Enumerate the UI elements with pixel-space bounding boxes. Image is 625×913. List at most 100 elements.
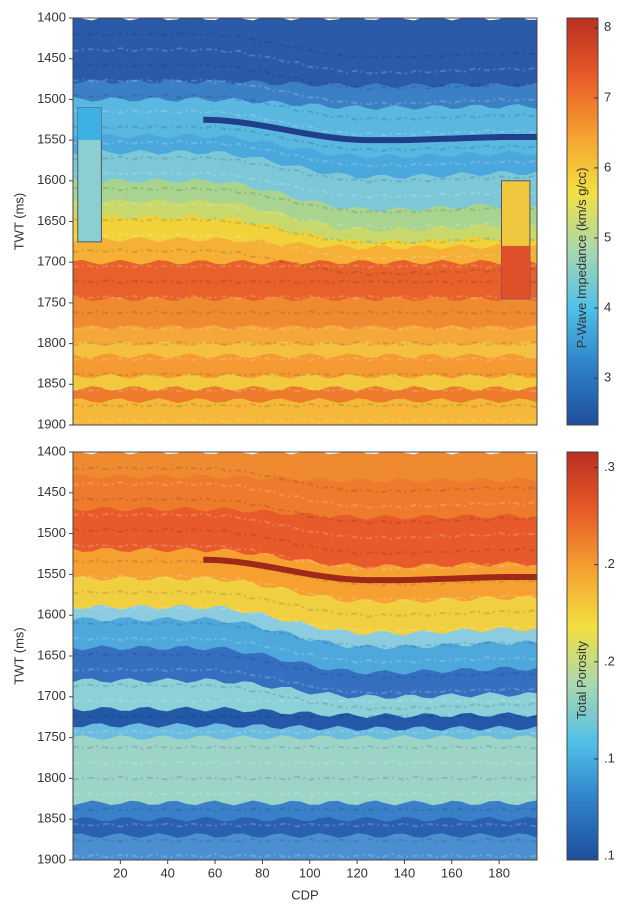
x-tick-label: 180 xyxy=(488,865,510,880)
texture xyxy=(73,589,537,618)
colorbar xyxy=(566,17,599,426)
y-tick-label: 1500 xyxy=(37,525,66,540)
texture xyxy=(73,605,537,634)
y-tick-label: 1650 xyxy=(37,213,66,228)
texture xyxy=(73,713,537,720)
texture xyxy=(73,294,537,300)
texture xyxy=(73,760,537,766)
texture xyxy=(73,62,537,91)
texture xyxy=(73,186,537,215)
texture xyxy=(73,263,537,269)
texture xyxy=(73,651,537,680)
y-tick-label: 1650 xyxy=(37,647,66,662)
y-tick-label: 1750 xyxy=(37,729,66,744)
texture xyxy=(73,402,537,409)
x-tick-label: 40 xyxy=(160,865,174,880)
texture xyxy=(73,636,537,664)
x-tick-label: 80 xyxy=(255,865,269,880)
texture xyxy=(73,340,537,347)
seismic-section xyxy=(73,18,537,425)
texture xyxy=(73,620,537,649)
y-tick-label: 1600 xyxy=(37,607,66,622)
texture xyxy=(73,512,537,541)
texture xyxy=(73,465,537,494)
texture xyxy=(73,387,537,393)
horizon xyxy=(203,116,537,144)
x-tick-label: 100 xyxy=(299,865,321,880)
texture xyxy=(73,31,537,60)
texture xyxy=(73,78,537,107)
texture xyxy=(73,124,537,153)
layer xyxy=(73,833,537,860)
seismic-section xyxy=(73,452,537,860)
texture xyxy=(73,139,537,168)
colorbar-label: Total Porosity xyxy=(574,640,589,719)
texture xyxy=(73,806,537,813)
colorbar-tick-label: 8 xyxy=(604,19,611,34)
texture xyxy=(73,371,537,378)
texture xyxy=(73,232,537,261)
texture xyxy=(73,791,537,797)
x-tick-label: 160 xyxy=(441,865,463,880)
texture xyxy=(73,481,537,510)
colorbar-tick-label: 7 xyxy=(604,89,611,104)
texture xyxy=(73,217,537,246)
y-tick-label: 1450 xyxy=(37,50,66,65)
texture xyxy=(73,822,537,828)
x-tick-label: 20 xyxy=(113,865,127,880)
colorbar-tick-label: 5 xyxy=(604,229,611,244)
well-log xyxy=(77,107,102,141)
well-log xyxy=(501,245,530,299)
texture xyxy=(73,170,537,199)
colorbar-tick-label: 3 xyxy=(604,370,611,385)
texture xyxy=(73,47,537,76)
texture xyxy=(73,155,537,184)
y-tick-label: 1850 xyxy=(37,376,66,391)
texture xyxy=(73,667,537,696)
y-tick-label: 1500 xyxy=(37,91,66,106)
texture xyxy=(73,682,537,711)
x-axis-label: CDP xyxy=(291,887,318,902)
y-tick-label: 1700 xyxy=(37,688,66,703)
colorbar-tick-label: 4 xyxy=(604,299,611,314)
texture xyxy=(73,574,537,603)
texture xyxy=(73,729,537,735)
colorbar-tick-label: .3 xyxy=(604,459,615,474)
horizon xyxy=(203,556,537,584)
y-tick-label: 1750 xyxy=(37,294,66,309)
y-tick-label: 1400 xyxy=(37,443,66,458)
colorbar-tick-label: 6 xyxy=(604,159,611,174)
colorbar-tick-label: .1 xyxy=(604,848,615,863)
texture xyxy=(73,325,537,331)
texture xyxy=(73,93,537,122)
colorbar xyxy=(566,451,599,861)
texture xyxy=(73,418,537,424)
texture xyxy=(73,248,537,277)
y-tick-label: 1900 xyxy=(37,416,66,431)
colorbar-tick-label: .2 xyxy=(604,653,615,668)
y-tick-label: 1450 xyxy=(37,484,66,499)
colorbar-label: P-Wave Impedance (km/s g/cc) xyxy=(574,168,589,349)
y-axis-label: TWT (ms) xyxy=(11,627,26,685)
texture xyxy=(73,775,537,781)
texture xyxy=(73,853,537,859)
texture xyxy=(73,201,537,230)
texture xyxy=(73,698,537,704)
colorbar-tick-label: .2 xyxy=(604,556,615,571)
texture xyxy=(73,356,537,362)
y-tick-label: 1400 xyxy=(37,9,66,24)
x-tick-label: 140 xyxy=(394,865,416,880)
y-tick-label: 1550 xyxy=(37,132,66,147)
texture xyxy=(73,496,537,525)
texture xyxy=(73,837,537,844)
layer xyxy=(73,398,537,425)
x-tick-label: 60 xyxy=(208,865,222,880)
y-axis-label: TWT (ms) xyxy=(11,193,26,251)
texture xyxy=(73,744,537,751)
y-tick-label: 1600 xyxy=(37,172,66,187)
y-tick-label: 1700 xyxy=(37,254,66,269)
y-tick-label: 1800 xyxy=(37,770,66,785)
y-tick-label: 1800 xyxy=(37,335,66,350)
texture xyxy=(73,543,537,571)
